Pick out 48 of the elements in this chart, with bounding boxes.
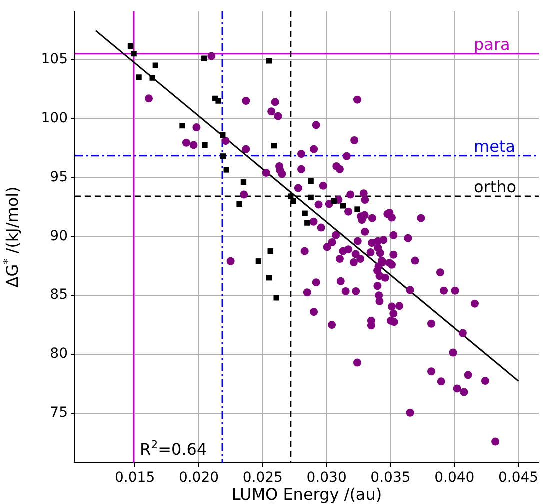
x-tick-label: 0.035 bbox=[370, 470, 411, 486]
x-axis-title: LUMO Energy /(au) bbox=[232, 485, 382, 504]
point bbox=[216, 98, 222, 104]
point bbox=[354, 206, 360, 212]
y-tick-label: 100 bbox=[41, 110, 68, 126]
point bbox=[271, 142, 278, 149]
x-tick-label: 0.015 bbox=[115, 470, 156, 486]
point bbox=[308, 178, 314, 184]
ref-line-label: meta bbox=[474, 136, 516, 156]
point bbox=[302, 210, 308, 216]
y-tick-label: 75 bbox=[50, 405, 68, 422]
point bbox=[236, 201, 242, 208]
y-tick-label: 105 bbox=[41, 51, 68, 68]
x-tick-label: 0.045 bbox=[498, 470, 539, 486]
point bbox=[131, 51, 137, 57]
point bbox=[266, 275, 272, 281]
y-tick-label: 95 bbox=[50, 169, 68, 186]
x-tick-label: 0.030 bbox=[306, 470, 347, 486]
point bbox=[220, 154, 226, 160]
ref-line-label: ortho bbox=[474, 178, 517, 197]
point bbox=[274, 295, 280, 301]
y-tick-label: 85 bbox=[50, 287, 68, 304]
point bbox=[256, 258, 262, 264]
x-tick-label: 0.025 bbox=[242, 470, 283, 486]
point bbox=[266, 58, 272, 64]
y-axis-title: ΔG* /(kJ/mol) bbox=[2, 186, 22, 288]
point bbox=[290, 198, 296, 204]
point bbox=[202, 56, 208, 62]
point bbox=[180, 122, 186, 129]
point bbox=[288, 194, 294, 200]
point bbox=[220, 132, 226, 138]
point bbox=[308, 194, 314, 201]
y-tick-label: 80 bbox=[50, 346, 68, 362]
point bbox=[224, 167, 230, 173]
x-tick-label: 0.040 bbox=[434, 470, 475, 486]
point bbox=[136, 74, 142, 80]
y-tick-label: 90 bbox=[50, 228, 68, 244]
point bbox=[304, 220, 310, 226]
point bbox=[340, 203, 346, 209]
point bbox=[331, 198, 338, 204]
point bbox=[240, 180, 247, 186]
point bbox=[152, 62, 158, 68]
point bbox=[202, 142, 208, 148]
point bbox=[128, 43, 134, 50]
ref-line-label: para bbox=[474, 34, 510, 54]
point bbox=[150, 75, 156, 81]
point bbox=[268, 248, 274, 254]
x-tick-label: 0.020 bbox=[178, 470, 220, 486]
